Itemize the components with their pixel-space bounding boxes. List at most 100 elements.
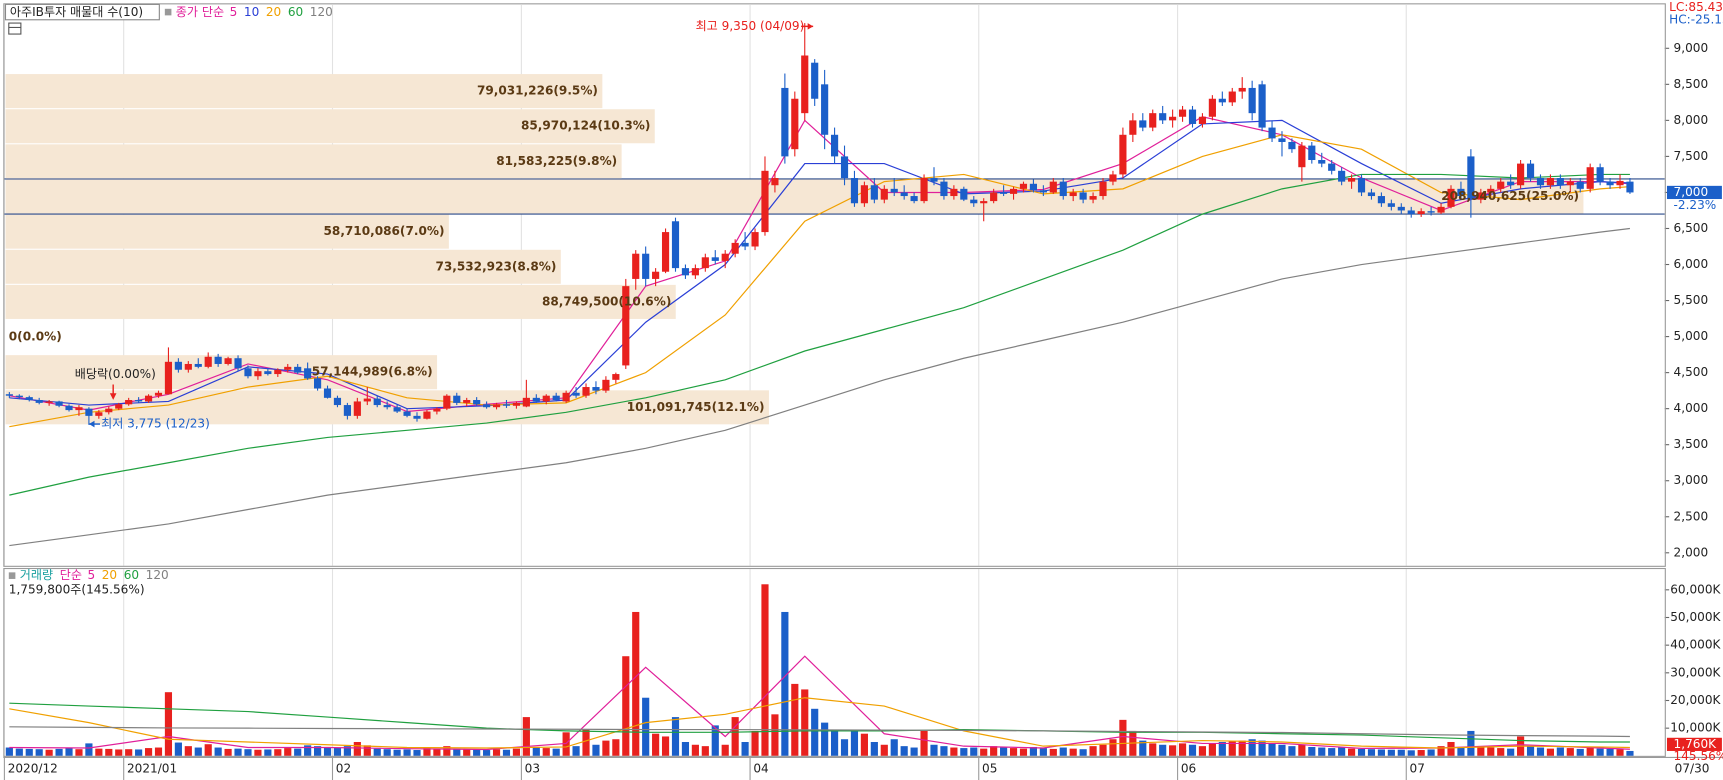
- volume-bar: [671, 717, 680, 756]
- volume-bar: [1000, 747, 1008, 756]
- candle-body: [1009, 188, 1018, 194]
- table-icon[interactable]: [8, 22, 22, 35]
- candle-body: [194, 363, 202, 367]
- high-arrow-head: [807, 23, 814, 30]
- candle-body: [1397, 206, 1405, 211]
- candle-body: [910, 196, 918, 202]
- volume-bar: [890, 739, 898, 756]
- profile-band: [5, 179, 1584, 214]
- candle-body: [363, 398, 371, 402]
- volume-ma-legend-label: 단순: [60, 568, 82, 582]
- candle-body: [870, 185, 878, 200]
- candle-body: [602, 379, 610, 391]
- candle-body: [512, 402, 521, 406]
- volume-bar: [105, 748, 113, 756]
- candle-body: [642, 253, 650, 279]
- volume-bar: [254, 749, 262, 756]
- last-volume-label: 1,760K: [1674, 737, 1718, 751]
- profile-band: [5, 214, 449, 249]
- volume-bar: [413, 750, 421, 756]
- volume-bar: [204, 744, 212, 756]
- volume-ma-line: [9, 697, 1630, 749]
- candle-body: [960, 188, 968, 200]
- volume-bar: [304, 745, 312, 756]
- volume-bar: [1238, 740, 1246, 756]
- volume-bar: [1606, 748, 1614, 756]
- volume-bar: [1079, 749, 1087, 756]
- candle-body: [1437, 206, 1445, 213]
- candle-body: [373, 398, 381, 406]
- volume-bar: [25, 748, 33, 756]
- title-box[interactable]: [4, 3, 160, 21]
- candle-body: [860, 185, 868, 204]
- volume-bar: [323, 746, 332, 756]
- volume-ma-line: [9, 726, 1630, 738]
- volume-bar: [791, 683, 799, 756]
- candle-body: [1069, 192, 1077, 197]
- volume-bar: [940, 746, 948, 756]
- volume-bar: [1467, 730, 1475, 756]
- volume-bar: [860, 733, 868, 756]
- volume-bar: [433, 748, 441, 756]
- candle-body: [105, 408, 113, 413]
- candle-body: [463, 400, 471, 403]
- candle-body: [801, 55, 809, 114]
- volume-bar: [562, 732, 570, 756]
- candle-body: [294, 366, 302, 373]
- volume-bar: [95, 748, 103, 756]
- y-tick-label: 6,000: [1674, 257, 1709, 271]
- volume-bar: [1447, 741, 1455, 756]
- volume-bar: [55, 748, 63, 756]
- candle-body: [483, 404, 491, 408]
- candle-body: [1059, 181, 1067, 197]
- volume-bar: [1248, 739, 1256, 756]
- y-tick-label: 5,000: [1674, 329, 1709, 343]
- volume-legend-item: 5: [87, 568, 95, 582]
- candle-body: [1218, 98, 1226, 103]
- candle-body: [1407, 210, 1415, 215]
- profile-band: [5, 109, 655, 144]
- volume-bar: [224, 748, 232, 756]
- volume-bar: [1576, 748, 1584, 756]
- volume-bar: [960, 748, 968, 756]
- candle-body: [1089, 196, 1097, 200]
- volume-bar: [274, 749, 282, 756]
- volume-bar: [1338, 747, 1346, 756]
- volume-bar: [1536, 747, 1545, 756]
- change-label: -2.23%: [1674, 198, 1717, 212]
- text-layer: 2020/12 2021/01 02 03 04 05 06 07 2,000 2,500 3,00…: [8, 41, 1722, 776]
- y-tick-label: 4,500: [1674, 365, 1709, 379]
- candle-body: [1457, 188, 1465, 197]
- profile-label: 57,144,989(6.8%): [312, 365, 433, 379]
- volume-bar: [1427, 749, 1435, 756]
- volume-bar: [1218, 741, 1226, 756]
- volume-bar: [1477, 746, 1485, 756]
- candle-body: [284, 366, 292, 370]
- volume-bar: [5, 747, 13, 756]
- volume-bar: [512, 748, 521, 756]
- candle-body: [1596, 167, 1604, 182]
- candle-body: [1049, 181, 1057, 193]
- x-tick-label: 07: [1410, 762, 1425, 776]
- ma-legend-label: 종가 단순: [176, 5, 224, 19]
- volume-bar: [642, 697, 650, 756]
- candle-body: [383, 405, 391, 408]
- volume-bar: [920, 730, 928, 756]
- volume-bar: [234, 748, 242, 756]
- price-ma-line: [9, 173, 1630, 496]
- candle-body: [711, 257, 719, 261]
- volume-bar: [483, 750, 491, 756]
- candle-body: [1139, 120, 1147, 128]
- candle-body: [1377, 196, 1385, 204]
- x-tick-label: 03: [525, 762, 540, 776]
- y-tick-label: 4,000: [1674, 401, 1709, 415]
- volume-bar: [443, 746, 451, 756]
- profile-label: 0(0.0%): [9, 330, 62, 344]
- volume-bar: [681, 741, 690, 756]
- candle-body: [244, 368, 252, 377]
- candle-body: [930, 178, 938, 182]
- volume-bar: [463, 749, 471, 756]
- candle-body: [174, 361, 182, 370]
- volume-bar: [294, 748, 302, 756]
